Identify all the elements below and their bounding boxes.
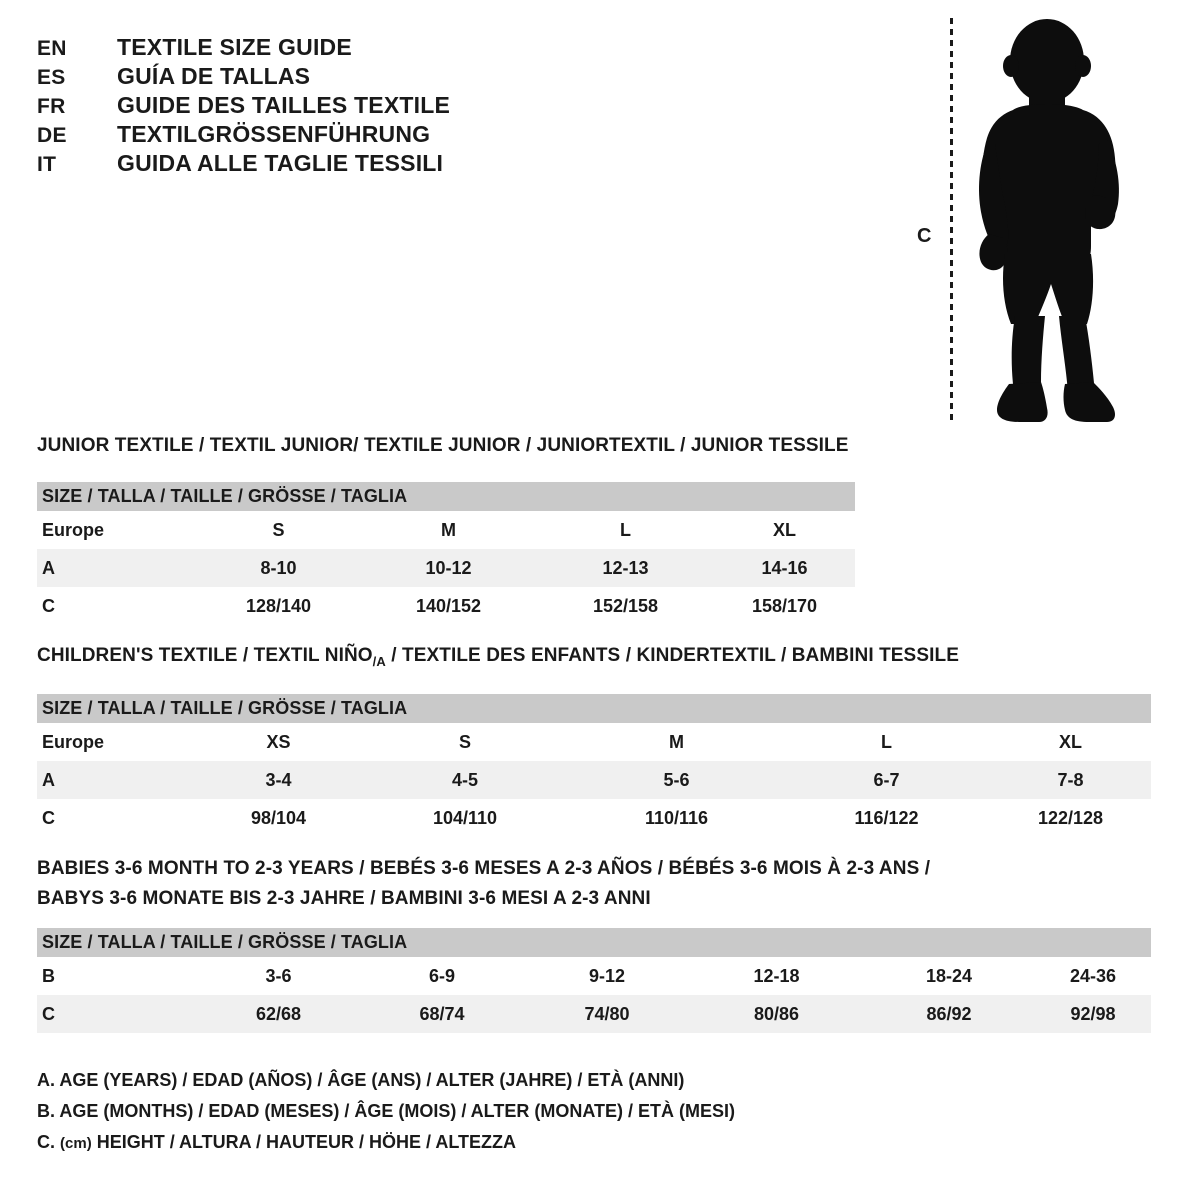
junior-cell-a-3: 14-16 (761, 557, 808, 578)
children-row-label-a: A (42, 769, 55, 790)
babies-table-header-bar: SIZE / TALLA / TAILLE / GRÖSSE / TAGLIA (37, 928, 1151, 957)
junior-cell-europe-2: L (620, 519, 631, 540)
legend-line-c-unit: (cm) (60, 1135, 92, 1152)
children-row-label-c: C (42, 807, 55, 828)
children-section-title-after: / TEXTILE DES ENFANTS / KINDERTEXTIL / B… (385, 645, 959, 666)
height-dimension-label: C (917, 225, 932, 247)
table-row: Europe XS S M L XL (37, 723, 1151, 761)
junior-cell-c-2: 152/158 (592, 595, 659, 616)
language-title-it: GUIDA ALLE TAGLIE TESSILI (117, 150, 444, 176)
children-cell-c-1: 104/110 (432, 807, 498, 828)
table-row: C 128/140 140/152 152/158 158/170 (37, 587, 855, 625)
legend-line-c-prefix: C. (37, 1132, 61, 1152)
junior-cell-c-1: 140/152 (415, 595, 482, 616)
children-cell-a-3: 6-7 (873, 769, 900, 790)
children-section-title: CHILDREN'S TEXTILE / TEXTIL NIÑO/A / TEX… (37, 645, 959, 669)
babies-row-label-c: C (42, 1003, 55, 1024)
junior-row-label-europe: Europe (42, 519, 105, 540)
children-row-label-europe: Europe (42, 731, 105, 752)
children-cell-c-2: 110/116 (644, 807, 709, 828)
language-code-es: ES (37, 66, 66, 89)
language-title-es: GUÍA DE TALLAS (117, 63, 311, 89)
language-code-en: EN (37, 37, 67, 60)
junior-cell-a-0: 8-10 (260, 557, 297, 578)
table-row: A 3-4 4-5 5-6 6-7 7-8 (37, 761, 1151, 799)
children-cell-europe-4: XL (1058, 731, 1082, 752)
babies-cell-c-1: 68/74 (419, 1003, 465, 1024)
babies-cell-c-2: 74/80 (584, 1003, 630, 1024)
junior-cell-c-3: 158/170 (751, 595, 818, 616)
junior-cell-europe-1: M (441, 519, 456, 540)
legend-block: A. AGE (YEARS) / EDAD (AÑOS) / ÂGE (ANS)… (37, 1065, 735, 1159)
babies-cell-b-2: 9-12 (588, 965, 626, 986)
table-row: Europe S M L XL (37, 511, 855, 549)
children-cell-c-0: 98/104 (250, 807, 307, 828)
language-code-de: DE (37, 124, 67, 147)
table-row: A 8-10 10-12 12-13 14-16 (37, 549, 855, 587)
legend-line-c-rest: HEIGHT / ALTURA / HAUTEUR / HÖHE / ALTEZ… (91, 1132, 516, 1152)
table-row: C 62/68 68/74 74/80 80/86 86/92 92/98 (37, 995, 1151, 1033)
junior-section-title: JUNIOR TEXTILE / TEXTIL JUNIOR/ TEXTILE … (37, 435, 849, 456)
babies-row-label-b: B (42, 965, 55, 986)
junior-table-header-bar: SIZE / TALLA / TAILLE / GRÖSSE / TAGLIA (37, 482, 855, 511)
babies-size-table: SIZE / TALLA / TAILLE / GRÖSSE / TAGLIA … (37, 928, 1151, 1033)
legend-line-b: B. AGE (MONTHS) / EDAD (MESES) / ÂGE (MO… (37, 1101, 735, 1121)
language-row-en: EN TEXTILE SIZE GUIDE (37, 33, 450, 62)
junior-cell-a-2: 12-13 (602, 557, 649, 578)
height-dashed-line (950, 18, 953, 423)
children-cell-europe-0: XS (266, 731, 291, 752)
children-section-title-before: CHILDREN'S TEXTILE / TEXTIL NIÑO (37, 645, 373, 666)
babies-cell-b-5: 24-36 (1069, 965, 1117, 986)
junior-cell-europe-3: XL (772, 519, 796, 540)
child-silhouette-icon (979, 19, 1119, 422)
junior-cell-a-1: 10-12 (425, 557, 472, 578)
children-cell-c-3: 116/122 (854, 807, 919, 828)
children-section-title-sub: /A (372, 653, 386, 669)
babies-cell-c-0: 62/68 (255, 1003, 302, 1024)
babies-cell-b-3: 12-18 (753, 965, 800, 986)
language-row-es: ES GUÍA DE TALLAS (37, 62, 450, 91)
children-cell-a-4: 7-8 (1057, 769, 1084, 790)
language-title-en: TEXTILE SIZE GUIDE (117, 34, 352, 60)
babies-cell-c-5: 92/98 (1070, 1003, 1116, 1024)
children-cell-europe-3: L (881, 731, 892, 752)
babies-cell-b-0: 3-6 (265, 965, 292, 986)
children-table-header-bar: SIZE / TALLA / TAILLE / GRÖSSE / TAGLIA (37, 694, 1151, 723)
babies-cell-c-3: 80/86 (753, 1003, 800, 1024)
babies-section-title-line1: BABIES 3-6 MONTH TO 2-3 YEARS / BEBÉS 3-… (37, 858, 931, 879)
children-cell-a-2: 5-6 (663, 769, 690, 790)
junior-size-table: SIZE / TALLA / TAILLE / GRÖSSE / TAGLIA … (37, 482, 855, 625)
legend-line-c: C. (cm) HEIGHT / ALTURA / HAUTEUR / HÖHE… (37, 1127, 735, 1159)
babies-cell-b-1: 6-9 (428, 965, 455, 986)
babies-cell-c-4: 86/92 (926, 1003, 972, 1024)
children-cell-europe-1: S (458, 731, 471, 752)
babies-cell-b-4: 18-24 (925, 965, 973, 986)
children-size-table: SIZE / TALLA / TAILLE / GRÖSSE / TAGLIA … (37, 694, 1151, 837)
language-code-fr: FR (37, 95, 66, 118)
children-cell-a-1: 4-5 (451, 769, 478, 790)
language-header-block: EN TEXTILE SIZE GUIDE ES GUÍA DE TALLAS … (37, 33, 450, 178)
language-row-it: IT GUIDA ALLE TAGLIE TESSILI (37, 149, 450, 178)
children-cell-c-4: 122/128 (1037, 807, 1104, 828)
junior-cell-europe-0: S (272, 519, 285, 540)
babies-section-title-line2: BABYS 3-6 MONATE BIS 2-3 JAHRE / BAMBINI… (37, 888, 651, 909)
language-title-de: TEXTILGRÖSSENFÜHRUNG (117, 121, 431, 147)
junior-row-label-a: A (42, 557, 55, 578)
language-row-fr: FR GUIDE DES TAILLES TEXTILE (37, 91, 450, 120)
junior-cell-c-0: 128/140 (245, 595, 312, 616)
legend-line-a: A. AGE (YEARS) / EDAD (AÑOS) / ÂGE (ANS)… (37, 1070, 685, 1090)
table-row: C 98/104 104/110 110/116 116/122 122/128 (37, 799, 1151, 837)
language-row-de: DE TEXTILGRÖSSENFÜHRUNG (37, 120, 450, 149)
children-cell-a-0: 3-4 (265, 769, 292, 790)
table-row: B 3-6 6-9 9-12 12-18 18-24 24-36 (37, 957, 1151, 995)
height-figure-area: C (905, 8, 1155, 428)
children-cell-europe-2: M (669, 731, 684, 752)
language-title-fr: GUIDE DES TAILLES TEXTILE (117, 92, 450, 118)
junior-row-label-c: C (42, 595, 55, 616)
language-code-it: IT (37, 153, 57, 176)
